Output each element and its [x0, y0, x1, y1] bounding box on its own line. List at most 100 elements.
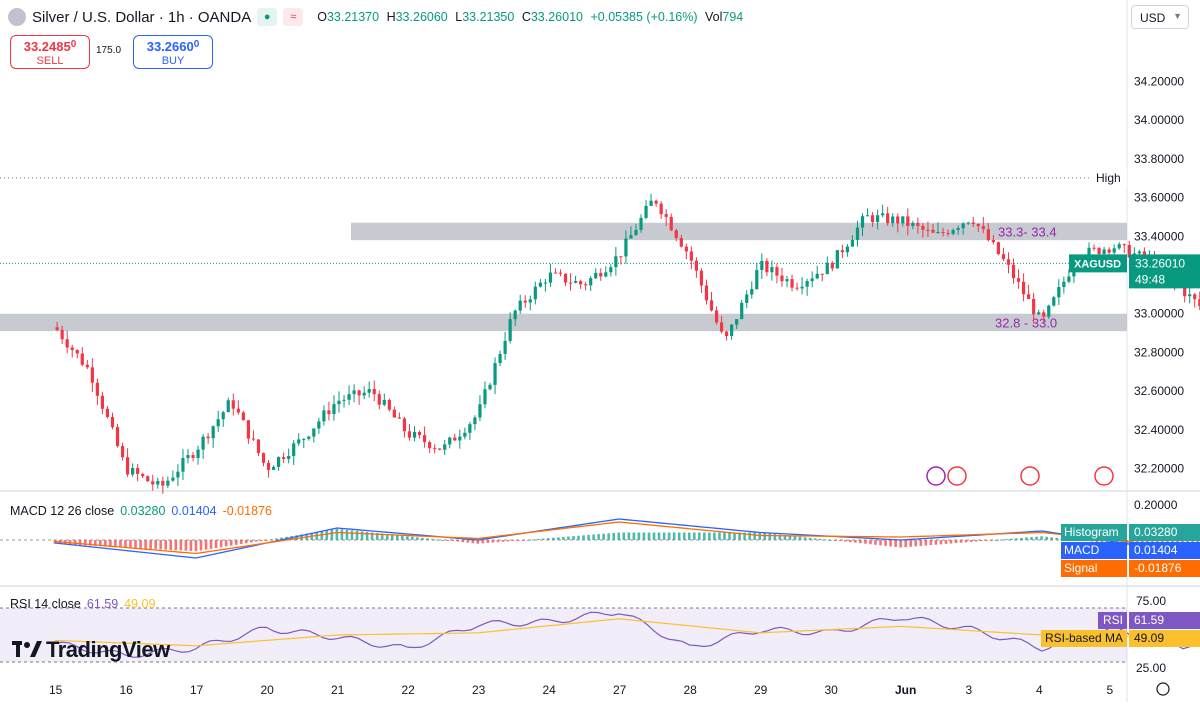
candle-body [100, 395, 105, 409]
price-tick-label: 33.00000 [1134, 307, 1184, 321]
settings-gear-icon[interactable] [1156, 682, 1170, 696]
candle-body [518, 300, 522, 311]
macd-histogram-bar [149, 540, 152, 549]
macd-histogram-bar [562, 536, 565, 540]
candle-body [579, 281, 583, 285]
macd-histogram-bar [1005, 539, 1008, 541]
macd-histogram-bar [265, 540, 268, 541]
macd-histogram-bar [214, 540, 218, 549]
candle-body [1137, 251, 1141, 254]
macd-histogram-bar [909, 540, 913, 547]
candle-body [1193, 294, 1197, 300]
macd-badge-value: 0.03280 [1134, 525, 1178, 539]
candle-body [493, 363, 497, 385]
candle-body [709, 300, 714, 311]
candle-body [971, 222, 975, 225]
candle-body [775, 267, 779, 276]
candle-body [468, 424, 472, 433]
candle-body [850, 239, 855, 247]
macd-histogram-bar [506, 540, 510, 542]
candle-body [589, 278, 593, 286]
candle-body [166, 480, 170, 486]
rsi-tick-label: 75.00 [1136, 594, 1166, 608]
macd-histogram-bar [899, 540, 902, 548]
symbol-title[interactable]: Silver / U.S. Dollar · 1h · OANDA [32, 8, 252, 26]
candle-body [548, 272, 553, 283]
macd-histogram-bar [1010, 538, 1013, 540]
macd-histogram-bar [526, 539, 530, 541]
candle-body [1188, 294, 1192, 297]
candle-body [438, 448, 442, 450]
candle-body [120, 446, 125, 458]
candle-body [523, 300, 527, 303]
us-flag-icon[interactable] [1020, 466, 1040, 486]
rsi-band [0, 608, 1127, 662]
buy-button[interactable]: 33.26600 BUY [133, 35, 213, 69]
time-tick-label: 5 [1107, 683, 1114, 697]
candle-body [669, 216, 673, 231]
candle-body [568, 282, 573, 284]
currency-select[interactable]: USD ▼ [1131, 5, 1189, 29]
macd-histogram-bar [365, 531, 369, 540]
candle-body [563, 273, 568, 283]
candle-body [1006, 259, 1011, 265]
macd-histogram-bar [698, 532, 701, 540]
candle-body [332, 404, 336, 415]
macd-histogram-bar [295, 535, 298, 540]
candle-body [206, 436, 210, 439]
candle-body [95, 382, 99, 396]
flash-icon[interactable] [926, 466, 946, 486]
rsi-badge-label: RSI [1103, 613, 1123, 627]
macd-histogram-bar [1105, 540, 1109, 544]
macd-value-badge [1129, 560, 1200, 577]
us-flag-icon[interactable] [1094, 466, 1114, 486]
market-status-icon[interactable]: ● [257, 8, 278, 26]
candle-body [498, 353, 502, 364]
candle-body [266, 462, 271, 470]
candle-body [896, 216, 900, 224]
candle-body [196, 449, 200, 458]
silver-coin-icon [8, 8, 26, 26]
macd-legend: MACD 12 26 close 0.03280 0.01404 -0.01876 [10, 504, 272, 518]
sell-button[interactable]: 33.24850 SELL [10, 35, 90, 69]
data-delay-icon[interactable]: ≈ [283, 8, 304, 26]
candle-body [186, 455, 190, 459]
candle-body [991, 240, 995, 243]
candle-body [397, 417, 402, 419]
candle-body [60, 330, 64, 340]
candle-body [362, 392, 366, 396]
macd-histogram-bar [159, 540, 163, 550]
candle-body [367, 389, 371, 393]
macd-histogram-bar [713, 532, 716, 540]
macd-histogram-bar [989, 540, 993, 541]
candle-body [714, 310, 719, 323]
candle-body [654, 200, 658, 204]
candle-body [1027, 294, 1031, 299]
candle-body [926, 229, 930, 231]
macd-histogram-bar [728, 532, 731, 540]
candle-body [921, 225, 925, 230]
candle-body [664, 214, 668, 217]
macd-histogram-bar [843, 540, 847, 542]
candle-body [417, 432, 422, 436]
rsi-ma-value-badge [1129, 630, 1200, 647]
macd-histogram-bar [738, 532, 741, 540]
rsi-legend-item: RSI 14 close [10, 597, 81, 611]
candle-body [860, 216, 865, 228]
price-tick-label: 34.00000 [1134, 113, 1184, 127]
us-flag-icon[interactable] [947, 466, 967, 486]
signal-line [54, 521, 1200, 555]
macd-histogram-bar [748, 532, 751, 540]
candle-body [604, 272, 608, 277]
macd-histogram-bar [441, 539, 444, 541]
macd-histogram-bar [501, 540, 505, 542]
candle-body [976, 224, 980, 227]
macd-histogram-bar [869, 540, 872, 545]
candle-body [750, 289, 754, 295]
candle-body [458, 436, 462, 441]
candle-body [724, 331, 729, 337]
macd-histogram-bar [350, 530, 354, 540]
symbol-badge [1069, 254, 1127, 273]
